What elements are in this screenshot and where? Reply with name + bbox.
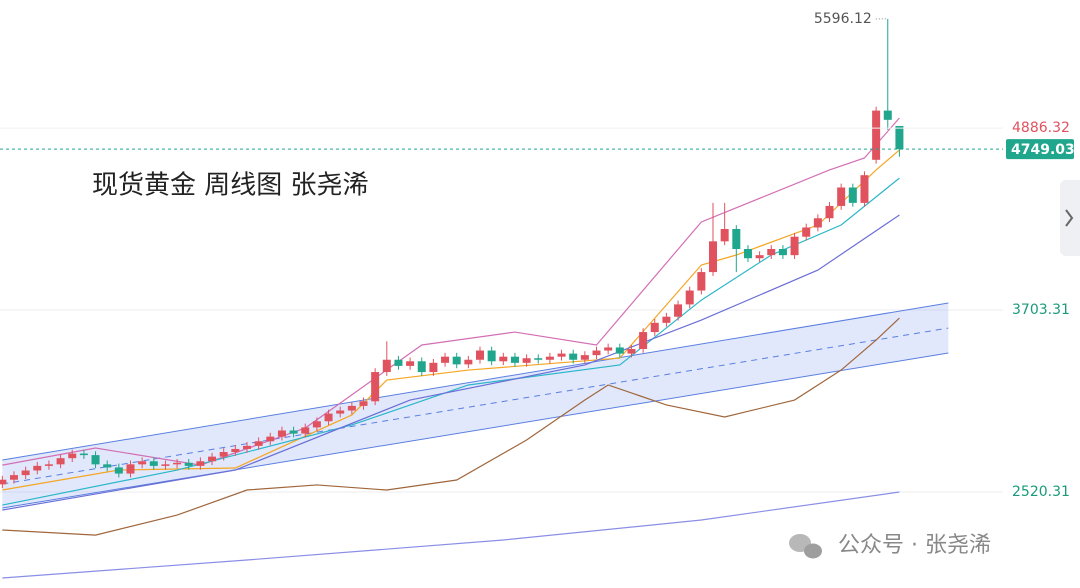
candle-body [44, 464, 53, 466]
marker-label: 4886.32 [1012, 120, 1070, 136]
candle-body [510, 356, 519, 363]
candle-body [266, 436, 275, 442]
candle-body [68, 453, 77, 459]
candle-body [662, 316, 671, 323]
candle-body [184, 462, 193, 466]
wechat-icon [789, 534, 822, 559]
y-tick-label: 3703.31 [1012, 302, 1070, 318]
candle-body [312, 421, 321, 428]
candle-body [464, 359, 473, 365]
high-label: 5596.12 [814, 11, 872, 27]
moving-average [2, 491, 900, 579]
candle-body [709, 241, 718, 273]
candle-body [499, 356, 508, 362]
candle-body [394, 359, 403, 366]
candle-body [732, 229, 741, 250]
candle-body [580, 355, 589, 360]
candle-body [476, 350, 484, 360]
moving-average [2, 214, 900, 511]
y-tick-label: 2520.31 [1012, 484, 1070, 500]
candle-body [359, 401, 368, 406]
current-price-tag [1006, 139, 1074, 160]
candle-body [219, 452, 228, 457]
candle-body [615, 347, 624, 354]
chart-title: 现货黄金 周线图 张尧浠 [92, 171, 369, 201]
candle-body [720, 229, 729, 242]
candle-body [406, 361, 415, 366]
moving-average [2, 117, 900, 466]
candle-body [79, 453, 88, 456]
candle-body [860, 175, 869, 203]
candle-body [522, 358, 531, 363]
candle-body [569, 353, 578, 360]
candle-body [604, 347, 613, 351]
candle-body [196, 461, 205, 466]
moving-average [2, 317, 900, 536]
candle-body [161, 464, 170, 466]
candle-body [883, 110, 892, 120]
candle-body [650, 322, 659, 333]
candle-body [639, 332, 648, 349]
candle-body [697, 272, 706, 291]
candle-body [242, 445, 251, 449]
candle-body [743, 249, 752, 259]
candle-body [324, 413, 333, 422]
candle-body [289, 430, 298, 434]
candle-body [33, 465, 42, 471]
candle-body [557, 353, 566, 357]
side-tab[interactable] [1060, 180, 1080, 256]
candle-body [767, 249, 776, 256]
current-price-label: 4749.03 [1011, 142, 1075, 158]
candle-body [872, 110, 881, 160]
candle-body [103, 464, 112, 468]
candle-body [778, 249, 787, 256]
candle-body [231, 448, 240, 453]
candle-body [755, 255, 764, 259]
channel-lower [2, 352, 949, 509]
candle-body [91, 455, 100, 465]
candle-body [825, 205, 834, 219]
candle-body [545, 356, 554, 360]
candle-body [802, 227, 811, 237]
candle-body [371, 372, 380, 402]
candle-body [254, 441, 263, 446]
channel-band [2, 302, 949, 509]
candle-body [452, 356, 461, 365]
candle-body [534, 358, 543, 360]
candle-body [9, 475, 18, 480]
candle-body [895, 125, 904, 150]
candle-body [627, 348, 636, 354]
candle-body [138, 461, 147, 465]
candle-body [592, 350, 601, 356]
candle-body [685, 290, 694, 305]
plot: 2520.31 3703.31 5596.12 4886.32 4749.03 [0, 11, 1075, 579]
candle-body [347, 405, 356, 411]
candle-body [277, 430, 286, 437]
candle-body [382, 359, 391, 373]
candle-body [429, 362, 438, 373]
watermark: 公众号 · 张尧浠 [838, 533, 991, 558]
candle-body [837, 187, 846, 206]
candle-body [21, 470, 30, 476]
candle-body [417, 361, 426, 373]
candle-body [336, 410, 345, 414]
candle-body [0, 479, 7, 485]
candle-body [441, 356, 450, 363]
candle-body [790, 236, 799, 256]
candle-body [149, 461, 158, 466]
candle-body [674, 304, 683, 317]
candle-body [848, 187, 857, 203]
candle-body [126, 464, 135, 474]
candle-body [487, 350, 496, 362]
channel-upper [2, 302, 949, 461]
side-tab-arrow [1065, 209, 1074, 227]
candle-body [114, 467, 123, 474]
candle-body [56, 458, 65, 465]
candle-body [173, 462, 182, 465]
candle-body [208, 456, 217, 462]
candle-body [301, 427, 310, 434]
candle-body [813, 218, 822, 228]
